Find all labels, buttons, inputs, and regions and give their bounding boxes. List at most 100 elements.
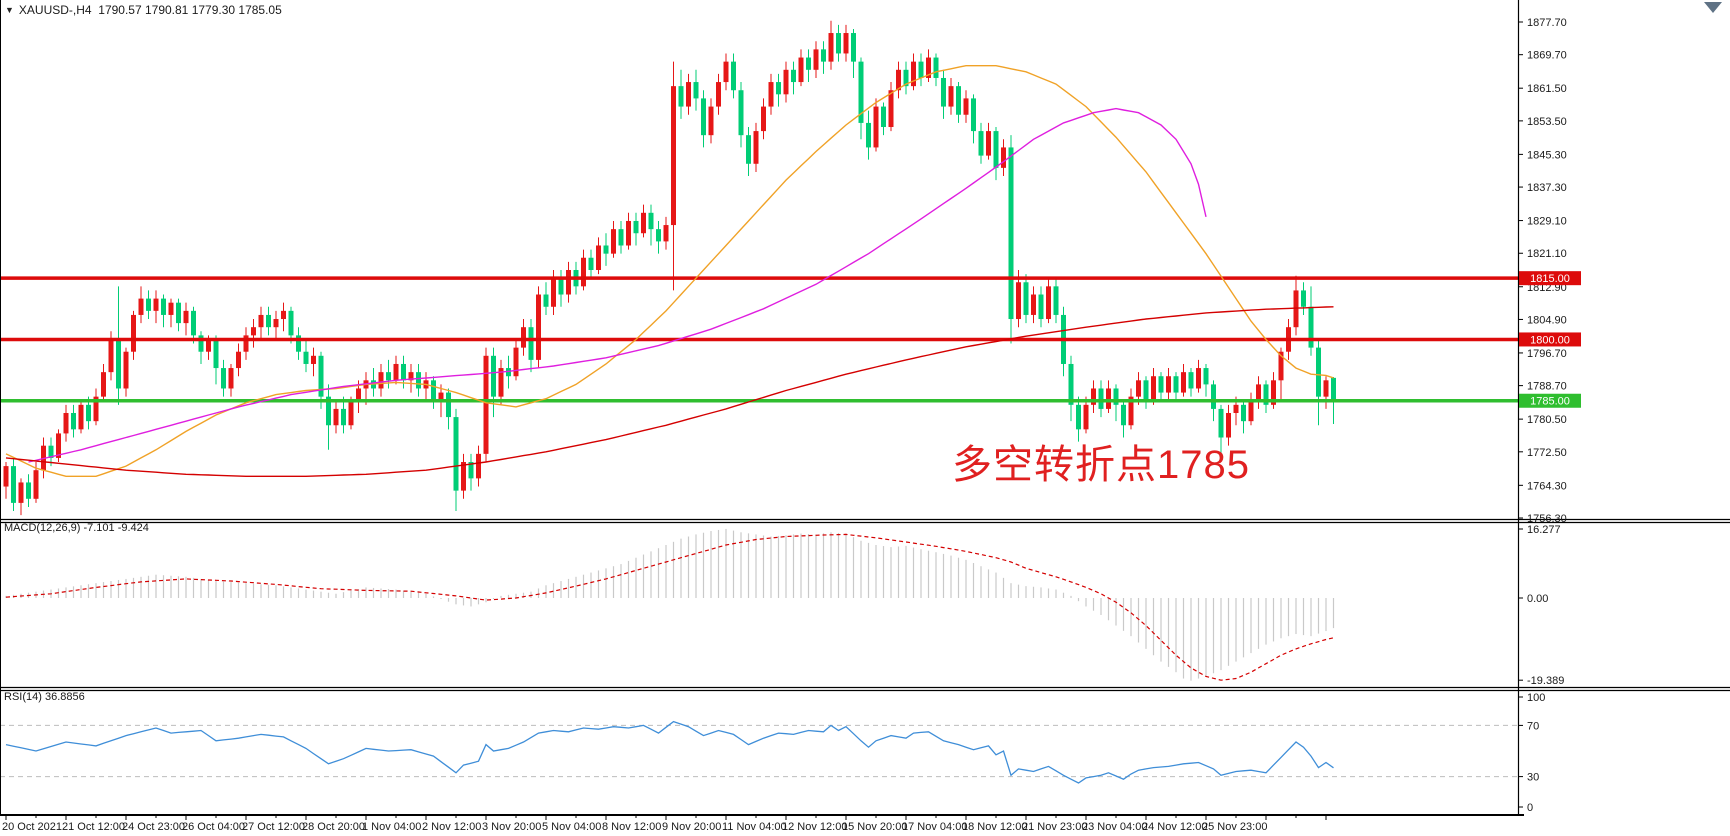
candle-body <box>476 453 481 479</box>
candle-body <box>1241 404 1246 422</box>
candle-body <box>671 86 676 226</box>
candle-body <box>963 98 969 115</box>
candle-body <box>1293 290 1299 328</box>
candle-body <box>1158 376 1164 393</box>
candle-body <box>86 404 91 422</box>
candle-body <box>1038 294 1044 320</box>
date-label: 20 Oct 2021 <box>2 821 62 833</box>
price-badge-label: 1800.00 <box>1530 334 1570 346</box>
candle-body <box>176 302 181 324</box>
candle-body <box>1076 404 1081 430</box>
macd-signal-line <box>5 533 1334 681</box>
candle-body <box>266 314 271 328</box>
candle-body <box>213 339 219 369</box>
candle-body <box>566 270 571 295</box>
level-lines[interactable] <box>0 276 1518 403</box>
date-label: 8 Nov 12:00 <box>602 821 661 833</box>
candle-body <box>858 61 864 123</box>
candle-body <box>761 106 766 132</box>
price-badge-bg <box>1519 271 1581 286</box>
candle-body <box>116 339 121 389</box>
candle-body <box>206 339 211 352</box>
macd-tick-label: 0.00 <box>1527 593 1548 605</box>
candlestick-series[interactable] <box>3 20 1337 516</box>
candle-body <box>1181 372 1186 393</box>
candle-body <box>243 335 249 352</box>
candle-body <box>48 445 54 458</box>
candle-body <box>663 225 669 242</box>
price-axis[interactable]: 1877.70 1869.70 1861.50 1853.50 1845.30 1837.… <box>1527 17 1567 814</box>
candle-body <box>1106 388 1111 409</box>
candle-body <box>948 86 954 107</box>
candle-body <box>536 294 541 360</box>
candle-body <box>498 368 504 397</box>
candle-body <box>716 82 721 107</box>
candle-body <box>993 131 999 168</box>
date-label: 24 Nov 12:00 <box>1142 821 1207 833</box>
candle-body <box>821 49 826 62</box>
candle-body <box>1233 404 1239 413</box>
candle-body <box>401 363 406 381</box>
candle-body <box>78 404 84 430</box>
candle-body <box>626 220 631 246</box>
price-tick-label: 1788.70 <box>1527 381 1567 393</box>
candle-body <box>791 69 796 83</box>
candle-body <box>161 298 166 315</box>
date-label: 23 Nov 04:00 <box>1082 821 1147 833</box>
date-label: 26 Oct 04:00 <box>182 821 245 833</box>
candle-body <box>731 61 736 91</box>
candle-body <box>1091 388 1096 405</box>
macd-indicator-label: MACD(12,26,9) -7.101 -9.424 <box>4 522 149 534</box>
candle-body <box>273 319 279 328</box>
date-label: 28 Oct 20:00 <box>302 821 365 833</box>
rsi-line-path <box>5 720 1334 784</box>
chevron-down-icon[interactable]: ▼ <box>5 4 14 15</box>
price-badge-bg <box>1519 332 1581 347</box>
candle-body <box>1271 380 1276 405</box>
candle-body <box>348 400 354 426</box>
candle-body <box>138 298 144 315</box>
price-badge-label: 1815.00 <box>1530 273 1570 285</box>
candle-body <box>236 351 241 369</box>
candle-body <box>326 396 331 426</box>
candle-body <box>288 310 294 336</box>
candle-body <box>356 388 361 401</box>
date-label: 9 Nov 20:00 <box>662 821 721 833</box>
rsi-tick-label: 70 <box>1527 720 1539 732</box>
ma-slow-red <box>5 306 1334 477</box>
candle-body <box>521 327 526 348</box>
price-level-badge: 1785.00 <box>1519 393 1581 408</box>
price-tick-label: 1845.30 <box>1527 149 1567 161</box>
candle-body <box>3 466 9 487</box>
candle-body <box>543 294 549 307</box>
candle-body <box>806 57 811 70</box>
price-badge-bg <box>1519 393 1581 408</box>
candle-body <box>296 335 301 352</box>
candle-body <box>783 69 789 95</box>
candle-body <box>1143 380 1149 401</box>
candle-body <box>926 57 931 78</box>
chart-title-bar: ▼ XAUUSD-,H4 1790.57 1790.81 1779.30 178… <box>5 3 282 17</box>
price-level-badge: 1800.00 <box>1519 332 1581 347</box>
candle-body <box>1316 347 1321 397</box>
candle-body <box>468 462 474 479</box>
chart-shift-marker-icon[interactable] <box>1704 2 1722 13</box>
candle-body <box>123 351 129 389</box>
candle-body <box>146 298 151 311</box>
candle-body <box>491 355 496 397</box>
candle-body <box>708 106 714 136</box>
candle-body <box>311 355 316 364</box>
candle-body <box>1203 368 1209 385</box>
candle-body <box>588 257 594 270</box>
candle-body <box>603 245 609 254</box>
date-label: 12 Nov 12:00 <box>782 821 847 833</box>
macd-tick-label: -19.389 <box>1527 675 1564 687</box>
candle-body <box>798 57 804 83</box>
candle-body <box>431 380 436 401</box>
ma-mid-magenta-path <box>28 107 1207 463</box>
candle-body <box>843 33 849 54</box>
candle-body <box>933 57 939 78</box>
candle-body <box>1113 388 1119 405</box>
